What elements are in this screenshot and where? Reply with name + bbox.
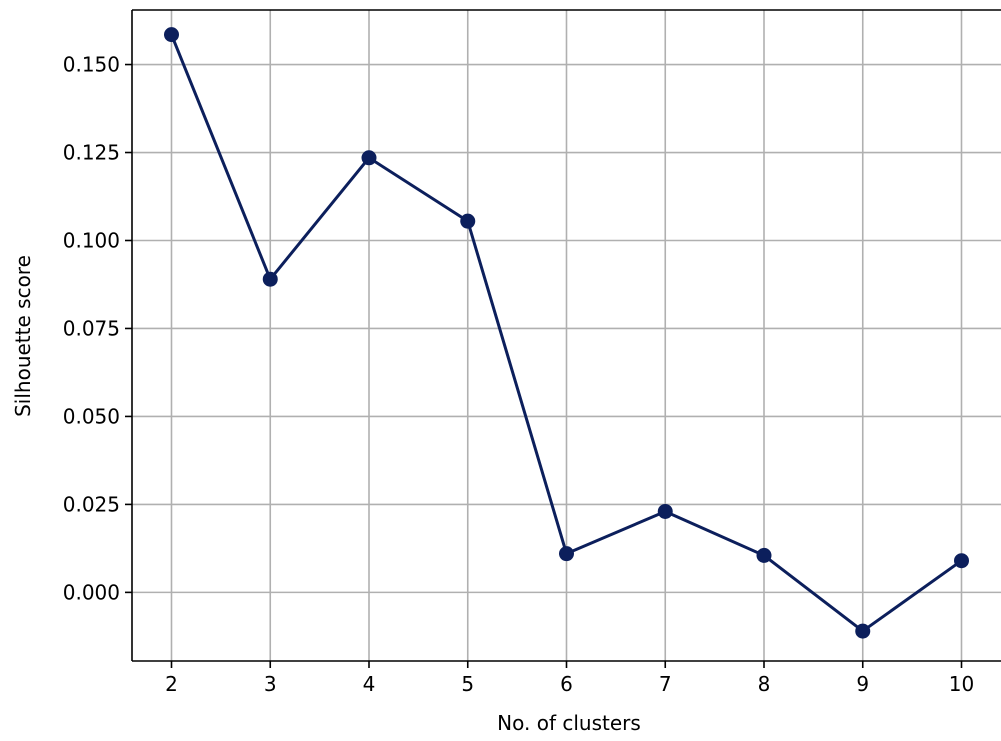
ticks: 2 3 4 5 6 7 8 9 10 0.000 0.025 0.050 0.075 0.100 0.125… (63, 53, 974, 696)
y-tick-label: 0.100 (63, 228, 120, 252)
x-tick-label: 9 (856, 672, 869, 696)
x-tick-label: 3 (264, 672, 277, 696)
x-tick-label: 7 (659, 672, 672, 696)
x-tick-label: 10 (949, 672, 974, 696)
x-tick-label: 6 (560, 672, 573, 696)
data-point-2 (164, 27, 179, 43)
x-axis-label: No. of clusters (497, 711, 641, 735)
y-tick-label: 0.150 (63, 53, 120, 77)
y-tick-label: 0.000 (63, 580, 120, 604)
y-tick-label: 0.075 (63, 316, 120, 340)
data-point-10 (954, 553, 969, 569)
y-axis-label: Silhouette score (11, 255, 35, 417)
x-tick-label: 2 (165, 672, 178, 696)
data-point-9 (855, 623, 871, 639)
grid (132, 10, 1001, 661)
y-tick-label: 0.050 (63, 404, 120, 428)
y-tick-label: 0.025 (63, 492, 120, 516)
x-tick-label: 8 (758, 672, 771, 696)
data-point-8 (756, 547, 772, 563)
data-point-7 (657, 503, 673, 519)
x-tick-label: 4 (363, 672, 376, 696)
data-point-6 (559, 546, 574, 562)
series (164, 27, 969, 639)
x-tick-label: 5 (461, 672, 474, 696)
y-tick-label: 0.125 (63, 141, 120, 165)
data-point-4 (361, 150, 377, 166)
data-point-3 (262, 271, 278, 287)
data-point-5 (460, 213, 476, 229)
